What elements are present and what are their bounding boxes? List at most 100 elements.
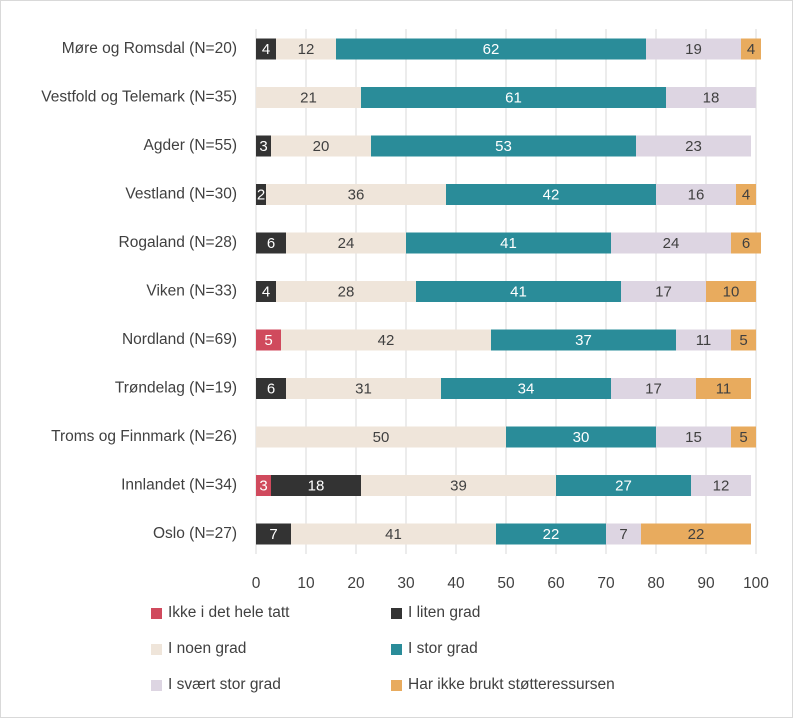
legend-label: Har ikke brukt støtteressursen [408,676,615,693]
legend-item: I stor grad [391,640,478,658]
data-label: 15 [685,429,702,446]
bar-segment [731,426,756,448]
data-label: 28 [338,283,355,300]
bar-segment [556,475,691,496]
x-tick-label: 100 [743,575,769,592]
legend-item: Har ikke brukt støtteressursen [391,676,615,694]
data-label: 3 [259,477,267,494]
x-tick-label: 40 [447,575,465,592]
bar-segment [371,135,636,157]
data-label: 6 [742,235,750,252]
bar-segment [446,184,656,205]
bar-segment [416,281,621,302]
bar-segment [256,523,291,545]
bar-segment [706,281,756,302]
bar-segment [256,87,361,108]
bar-segment [611,232,731,254]
data-label: 36 [348,186,365,203]
bar-segment [286,232,406,254]
data-label: 21 [300,89,317,106]
legend-swatch [391,679,402,691]
bar-segment [256,281,276,302]
bar-segment [361,475,556,496]
bar-segment [406,232,611,254]
x-tick-label: 20 [347,575,365,592]
data-label: 10 [723,283,740,300]
category-label: Innlandet (N=34) [121,477,237,494]
data-label: 2 [257,186,265,203]
bar-segment [491,329,676,351]
x-tick-label: 50 [497,575,515,592]
data-label: 17 [645,380,662,397]
data-label: 11 [716,380,732,397]
bar-segment [636,135,751,157]
bar-segment [271,135,371,157]
data-label: 50 [373,429,390,446]
bar-segment [256,329,281,351]
category-label: Vestfold og Telemark (N=35) [41,89,237,106]
bar-segment [256,232,286,254]
x-tick-label: 80 [647,575,665,592]
data-label: 53 [495,138,512,155]
data-label: 19 [685,41,702,58]
bar-segment [506,426,656,448]
data-label: 4 [262,41,270,58]
bar-segment [266,184,446,205]
data-label: 22 [543,526,560,543]
data-label: 24 [338,235,355,252]
bars: 4 12 62 19 421 61 183 20 53 232 36 42 16 46 24 41 24 64 28… [256,38,761,545]
data-label: 23 [685,138,702,155]
bar-segment [656,426,731,448]
bar-segment [276,38,336,60]
bar-segment [256,378,286,399]
data-label: 34 [518,380,535,397]
x-tick-label: 60 [547,575,565,592]
bar-segment [256,426,506,448]
data-label: 41 [510,283,527,300]
data-label: 27 [615,477,632,494]
legend-label: I svært stor grad [168,676,281,693]
category-label: Møre og Romsdal (N=20) [62,40,237,57]
data-label: 42 [378,332,395,349]
bar-segment [256,475,271,496]
bar-segment [496,523,606,545]
category-label: Nordland (N=69) [122,331,237,348]
legend-swatch [391,643,402,655]
data-label: 5 [739,429,747,446]
bar-segment [696,378,751,399]
data-label: 31 [355,380,372,397]
legend-item: I noen grad [151,640,246,658]
bar-segment [611,378,696,399]
data-label: 17 [655,283,672,300]
x-tick-label: 10 [297,575,315,592]
bar-segment [281,329,491,351]
data-label: 7 [269,526,277,543]
data-label: 12 [298,41,315,58]
legend-label: I stor grad [408,640,478,657]
bar-segment [736,184,756,205]
category-label: Rogaland (N=28) [119,234,237,251]
category-label: Vestland (N=30) [125,186,237,203]
bar-segment [691,475,751,496]
bar-segment [641,523,751,545]
data-label: 12 [713,477,730,494]
data-label: 6 [267,235,275,252]
data-label: 20 [313,138,330,155]
bar-segment [441,378,611,399]
legend-swatch [151,643,162,655]
bar-segment [606,523,641,545]
legend-item: I liten grad [391,604,480,622]
x-tick-label: 30 [397,575,415,592]
bar-segment [666,87,756,108]
bar-segment [656,184,736,205]
legend-label: I liten grad [408,604,481,621]
data-label: 18 [308,477,325,494]
bar-segment [741,38,761,60]
bar-segment [646,38,741,60]
x-tick-label: 90 [697,575,715,592]
legend-label: I noen grad [168,640,247,657]
data-label: 61 [505,89,522,106]
data-label: 4 [742,186,750,203]
legend-swatch [391,607,402,619]
